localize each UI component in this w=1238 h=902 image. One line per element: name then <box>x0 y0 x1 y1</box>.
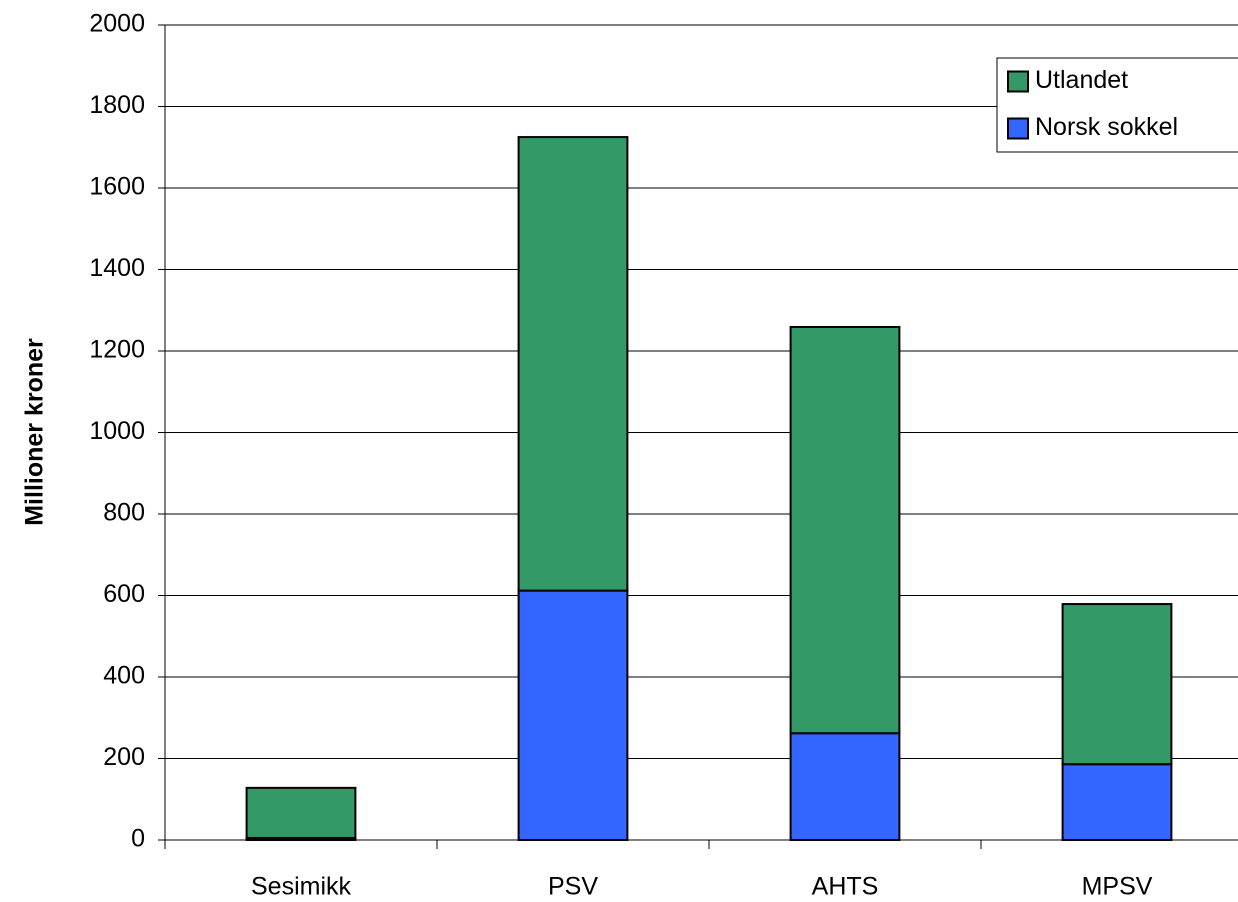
legend-box <box>996 57 1238 153</box>
y-tick-label: 1000 <box>89 417 145 445</box>
bar-segment <box>245 786 357 839</box>
legend-swatch <box>1007 70 1029 93</box>
y-tick-label: 1600 <box>89 173 145 201</box>
x-tick-label: AHTS <box>812 873 879 901</box>
legend-swatch <box>1007 117 1029 140</box>
y-tick-label: 1800 <box>89 91 145 119</box>
x-tick-label: MPSV <box>1082 873 1153 901</box>
bar-segment <box>789 732 901 841</box>
bar-segment <box>517 589 629 841</box>
legend-label: Norsk sokkel <box>1035 113 1178 141</box>
y-tick-label: 200 <box>103 743 145 771</box>
bar-segment <box>517 136 629 592</box>
x-tick-label: Sesimikk <box>251 873 352 901</box>
y-tick-label: 2000 <box>89 10 145 38</box>
bar-segment <box>789 325 901 735</box>
y-tick-label: 400 <box>103 662 145 690</box>
y-axis-label: Millioner kroner <box>21 338 49 526</box>
y-tick-label: 1200 <box>89 336 145 364</box>
y-tick-label: 1400 <box>89 254 145 282</box>
x-tick-label: PSV <box>548 873 598 901</box>
bar-segment <box>1061 603 1173 766</box>
y-tick-label: 800 <box>103 499 145 527</box>
legend-label: Utlandet <box>1035 66 1128 94</box>
y-tick-label: 0 <box>131 825 145 853</box>
y-tick-label: 600 <box>103 580 145 608</box>
bar-segment <box>1061 763 1173 842</box>
